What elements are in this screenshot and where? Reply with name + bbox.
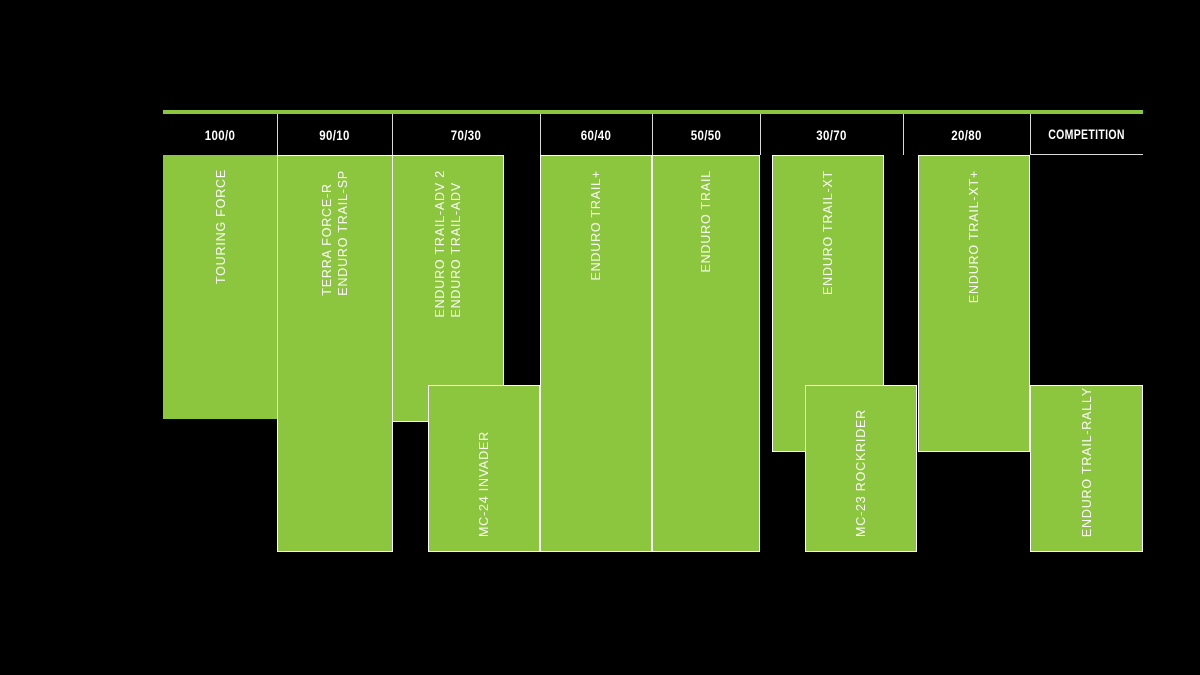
column-divider-3 <box>540 114 541 155</box>
bar-label: ENDURO TRAIL-RALLY <box>1079 387 1095 537</box>
bar-label-line-1: ENDURO TRAIL-XT <box>821 170 835 295</box>
bar-label: ENDURO TRAIL-XT+ <box>966 170 982 303</box>
bar-enduro-trail-adv[interactable]: ENDURO TRAIL-ADV 2 ENDURO TRAIL-ADV <box>392 155 504 422</box>
bar-label-wrap: MC-23 ROCKRIDER <box>806 386 916 551</box>
bar-label-wrap: ENDURO TRAIL <box>653 156 759 551</box>
bar-touring-force[interactable]: TOURING FORCE <box>163 155 278 419</box>
bar-label-wrap: ENDURO TRAIL-XT+ <box>919 156 1029 451</box>
competition-header-underline <box>1030 154 1143 155</box>
bar-label: ENDURO TRAIL <box>698 170 714 272</box>
bar-label-line-1: TERRA FORCE-R <box>320 183 334 296</box>
bar-label-wrap: MC-24 INVADER <box>429 386 539 551</box>
bar-label-line-1: ENDURO TRAIL+ <box>589 170 603 281</box>
ratio-header-row: 100/0 90/10 70/30 60/40 50/50 30/70 20/8… <box>163 114 1143 155</box>
column-divider-1 <box>277 114 278 155</box>
header-cell-50-50[interactable]: 50/50 <box>662 114 751 155</box>
header-cell-competition[interactable]: COMPETITION <box>1042 114 1130 155</box>
bar-mc-24-invader[interactable]: MC-24 INVADER <box>428 385 540 552</box>
header-cell-60-40[interactable]: 60/40 <box>550 114 642 155</box>
header-cell-label: 20/80 <box>951 126 982 143</box>
bar-terra-force-r[interactable]: TERRA FORCE-R ENDURO TRAIL-SP <box>277 155 393 552</box>
bar-label-wrap: TERRA FORCE-R ENDURO TRAIL-SP <box>278 156 392 551</box>
bar-label-line-2: ENDURO TRAIL-ADV <box>449 182 463 318</box>
bar-label-line-1: ENDURO TRAIL-RALLY <box>1079 386 1094 537</box>
bar-label: ENDURO TRAIL-ADV 2 ENDURO TRAIL-ADV <box>432 170 464 318</box>
column-divider-6 <box>903 114 904 155</box>
header-cell-label: 60/40 <box>580 126 612 143</box>
bar-label: MC-23 ROCKRIDER <box>853 409 869 537</box>
bar-label: TOURING FORCE <box>213 169 229 284</box>
bar-label-wrap: ENDURO TRAIL+ <box>541 156 651 551</box>
header-cell-label: 90/10 <box>319 126 350 143</box>
header-cell-70-30[interactable]: 70/30 <box>405 114 526 155</box>
column-divider-2 <box>392 114 393 155</box>
column-divider-7 <box>1030 114 1031 155</box>
bar-label-wrap: ENDURO TRAIL-ADV 2 ENDURO TRAIL-ADV <box>393 156 503 421</box>
bar-enduro-trail-plus[interactable]: ENDURO TRAIL+ <box>540 155 652 552</box>
bar-label-line-1: TOURING FORCE <box>213 169 228 285</box>
header-cell-label: 30/70 <box>816 126 847 143</box>
header-cell-20-80[interactable]: 20/80 <box>914 114 1018 155</box>
bar-label-line-1: ENDURO TRAIL <box>699 170 713 273</box>
bar-label-wrap: TOURING FORCE <box>163 155 278 419</box>
bar-enduro-trail-rally[interactable]: ENDURO TRAIL-RALLY <box>1030 385 1143 552</box>
bar-label: TERRA FORCE-R ENDURO TRAIL-SP <box>319 170 351 296</box>
header-cell-30-70[interactable]: 30/70 <box>773 114 890 155</box>
bar-enduro-trail[interactable]: ENDURO TRAIL <box>652 155 760 552</box>
top-accent-rule <box>163 110 1143 114</box>
bar-label: ENDURO TRAIL-XT <box>820 170 836 295</box>
header-cell-label: 100/0 <box>204 126 236 143</box>
bar-label-line-1: ENDURO TRAIL-ADV 2 <box>433 170 447 318</box>
bar-label: MC-24 INVADER <box>476 431 492 537</box>
column-divider-5 <box>760 114 761 155</box>
header-cell-label: COMPETITION <box>1048 127 1125 142</box>
bar-enduro-trail-xt-plus[interactable]: ENDURO TRAIL-XT+ <box>918 155 1030 452</box>
header-cell-label: 50/50 <box>690 126 722 143</box>
bar-label-line-1: MC-24 INVADER <box>477 430 491 537</box>
bar-label-wrap: ENDURO TRAIL-RALLY <box>1031 386 1142 551</box>
column-divider-4 <box>652 114 653 155</box>
bar-mc-23-rockrider[interactable]: MC-23 ROCKRIDER <box>805 385 917 552</box>
bar-label-line-1: ENDURO TRAIL-XT+ <box>967 170 981 304</box>
bar-label-line-2: ENDURO TRAIL-SP <box>336 170 350 296</box>
header-cell-label: 70/30 <box>450 126 482 143</box>
header-cell-90-10[interactable]: 90/10 <box>287 114 381 155</box>
bar-label: ENDURO TRAIL+ <box>588 170 604 281</box>
bar-label-line-1: MC-23 ROCKRIDER <box>854 409 868 537</box>
header-cell-100-0[interactable]: 100/0 <box>173 114 266 155</box>
